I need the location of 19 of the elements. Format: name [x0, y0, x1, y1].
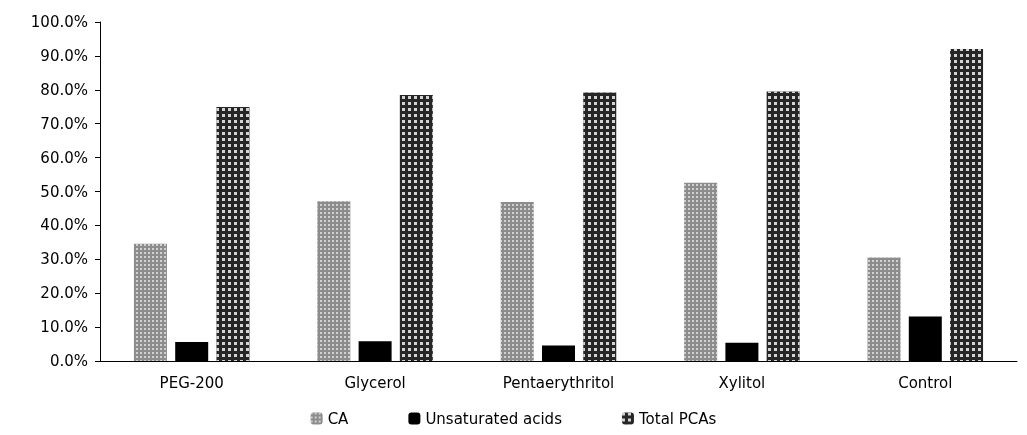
- y-tick-label: 0.0%: [49, 352, 88, 370]
- legend-label: Unsaturated acids: [425, 409, 563, 428]
- y-tick-label: 90.0%: [40, 46, 88, 65]
- y-tick-label: 50.0%: [40, 182, 88, 201]
- y-tick-label: 100.0%: [30, 13, 88, 31]
- x-tick-label: Xylitol: [718, 373, 766, 392]
- x-tick-label: PEG-200: [159, 373, 224, 392]
- x-tick-label: Pentaerythritol: [502, 373, 615, 392]
- y-tick-label: 10.0%: [40, 318, 88, 337]
- legend-label: Total PCAs: [637, 409, 717, 428]
- y-tick-label: 30.0%: [40, 250, 88, 269]
- y-tick-label: 70.0%: [40, 114, 88, 133]
- x-tick-label: Control: [898, 373, 953, 392]
- y-tick-label: 40.0%: [40, 216, 88, 235]
- y-tick-label: 80.0%: [40, 80, 88, 99]
- y-tick-label: 20.0%: [40, 284, 88, 303]
- legend-label: CA: [327, 409, 350, 428]
- x-tick-label: Glycerol: [344, 373, 406, 392]
- y-tick-label: 60.0%: [40, 148, 88, 167]
